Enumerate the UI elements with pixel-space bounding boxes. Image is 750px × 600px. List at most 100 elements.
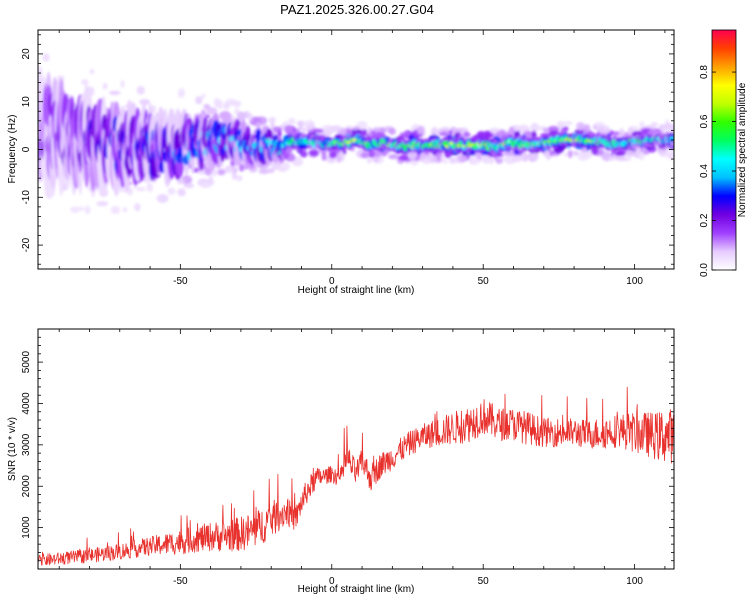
- spectrogram-cell: [268, 116, 276, 124]
- y-tick-label: 4000: [21, 392, 32, 415]
- x-tick-label: 100: [626, 276, 643, 287]
- spectrogram-cell: [372, 127, 381, 133]
- spectrogram-cell: [151, 104, 156, 114]
- spectrogram-cell: [89, 69, 95, 74]
- spectrogram-cell: [530, 122, 540, 133]
- spectrogram-cell: [223, 103, 230, 110]
- spectrogram-cell: [81, 79, 89, 86]
- spectrogram-cell: [577, 151, 589, 161]
- spectrogram-cell: [248, 112, 253, 121]
- spectrogram-cell: [484, 131, 491, 139]
- y-tick-label: 2000: [21, 475, 32, 498]
- spectrogram-cell: [177, 188, 186, 197]
- spectrogram-cell: [641, 127, 652, 133]
- spectrogram-cell: [416, 125, 425, 135]
- spectrogram-cell: [407, 151, 418, 160]
- spectrogram-cell: [628, 126, 633, 135]
- spectrogram-cell: [333, 125, 342, 131]
- x-tick-label: 100: [626, 576, 643, 587]
- snr-frame: [37, 328, 675, 570]
- spectrogram-cell: [203, 104, 211, 110]
- snr-plot-area: [38, 329, 674, 569]
- spectrogram-cell: [42, 53, 50, 62]
- x-tick-label: 50: [478, 276, 490, 287]
- spectrogram-cell: [438, 128, 443, 134]
- spectrogram-cell: [108, 90, 121, 95]
- spectrogram-cell: [201, 93, 206, 99]
- spectrogram-cell: [321, 151, 327, 161]
- spectrogram-cell: [236, 111, 247, 121]
- spectrogram-cell: [440, 155, 445, 161]
- spectrogram-cell: [136, 85, 145, 95]
- spectrogram-cell: [360, 152, 370, 159]
- spectrogram-cell: [657, 148, 666, 155]
- spectrogram-cell: [526, 131, 531, 136]
- spectrogram-cell: [167, 187, 176, 196]
- figure-title: PAZ1.2025.326.00.27.G04: [280, 2, 434, 17]
- spectrogram-cell: [563, 120, 573, 126]
- spectrogram-cell: [452, 128, 464, 133]
- y-tick-label: -20: [21, 237, 32, 252]
- spectrogram-cell: [156, 193, 169, 203]
- spectrogram-x-ticks: -50 0 50 100: [58, 30, 666, 287]
- spectrogram-cell: [590, 146, 599, 155]
- spectrogram-cell: [308, 149, 319, 157]
- spectrogram-cell: [324, 124, 332, 131]
- snr-panel: -50 0 50 100 1000 2000 3000 4000 5000 Height of…: [7, 328, 675, 595]
- spectrogram-cell: [304, 120, 315, 130]
- spectrogram-cell: [231, 170, 237, 181]
- spectrogram-cell: [449, 157, 457, 164]
- spectrogram-cell: [667, 150, 674, 160]
- spectrogram-cell: [120, 79, 125, 89]
- spectrogram-cell: [136, 187, 146, 192]
- colorbar-label: Normalized spectral amplitude: [737, 82, 748, 217]
- spectrogram-cell: [532, 152, 538, 161]
- spectrogram-cell: [489, 127, 500, 133]
- y-tick-label: 1000: [21, 516, 32, 539]
- x-tick-label: 0: [329, 276, 335, 287]
- spectrogram-panel: -50 0 50 100 -20 -10 0 10 20 Height of straight…: [7, 29, 675, 296]
- spectrogram-cell: [217, 168, 226, 176]
- spectrogram-cell: [146, 182, 154, 192]
- spectrogram-cell: [178, 87, 186, 98]
- spectrogram-cell: [619, 127, 625, 138]
- spectrogram-cell: [520, 152, 528, 162]
- spectrogram-cell: [463, 131, 470, 138]
- spectrogram-cell: [300, 127, 308, 134]
- spectrogram-cell: [200, 182, 212, 188]
- spectrogram-cell: [183, 183, 195, 189]
- spectrogram-cell: [211, 169, 218, 177]
- snr-x-axis-label: Height of straight line (km): [298, 584, 415, 595]
- spectrogram-cell: [531, 130, 537, 139]
- colorbar-ticks: 0.0 0.2 0.4 0.6 0.8: [699, 65, 736, 277]
- spectrogram-cell: [271, 160, 282, 170]
- spectrogram-ridge-cell: [669, 136, 674, 140]
- spectrogram-image: [38, 53, 674, 215]
- spectrogram-cell: [388, 154, 399, 160]
- spectrogram-cell: [239, 163, 245, 172]
- spectrogram-x-axis-label: Height of straight line (km): [298, 285, 415, 296]
- x-tick-label: 50: [478, 576, 490, 587]
- spectrogram-cell: [232, 168, 238, 173]
- spectrogram-cell: [476, 130, 486, 139]
- spectrogram-y-ticks: -20 -10 0 10 20: [21, 34, 674, 265]
- y-tick-label: 3000: [21, 433, 32, 456]
- spectrogram-cell: [224, 165, 235, 173]
- spectrogram-cell: [323, 128, 332, 137]
- x-tick-label: 0: [329, 576, 335, 587]
- spectrogram-cell: [624, 150, 636, 157]
- spectrogram-cell: [328, 151, 337, 159]
- spectrogram-cell: [423, 159, 431, 165]
- spectrogram-cell: [206, 107, 218, 115]
- spectrogram-cell: [543, 150, 551, 158]
- x-tick-label: -50: [173, 276, 188, 287]
- spectrogram-cell: [277, 167, 287, 172]
- spectrogram-cell: [503, 151, 515, 157]
- spectrogram-cell: [639, 121, 645, 129]
- spectrogram-cell: [500, 132, 511, 137]
- spectrogram-cell: [615, 155, 627, 162]
- spectrogram-cell: [284, 125, 294, 133]
- spectrogram-cell: [583, 124, 591, 134]
- spectrogram-cell: [430, 126, 439, 137]
- spectrogram-cell: [613, 131, 620, 136]
